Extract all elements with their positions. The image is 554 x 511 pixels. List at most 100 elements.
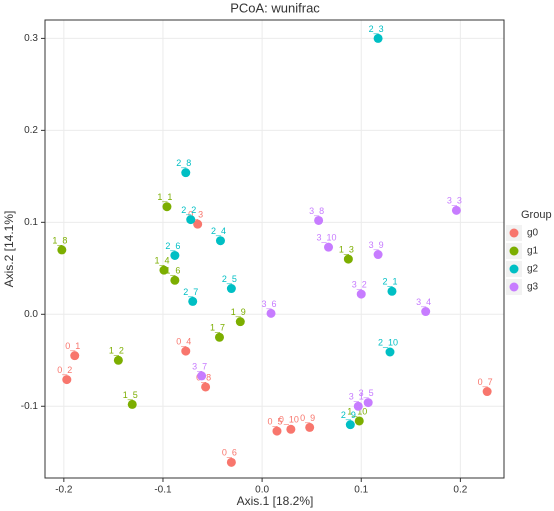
legend-label: g0 (527, 228, 539, 239)
point-label: 1_4 (154, 256, 169, 266)
point-label: 3_5 (359, 388, 374, 398)
point (186, 215, 196, 225)
x-tick-label: -0.2 (55, 485, 73, 496)
x-tick-label: 0.0 (255, 485, 269, 496)
point-label: 1_9 (231, 307, 246, 317)
point (197, 371, 207, 381)
point (226, 284, 236, 294)
point (193, 219, 203, 229)
point (385, 347, 395, 357)
point (266, 308, 276, 318)
point-label: 1_10 (347, 406, 367, 416)
point-label: 1_1 (157, 192, 172, 202)
point (305, 422, 315, 432)
point-label: 2_10 (378, 337, 398, 347)
legend-label: g1 (527, 246, 539, 257)
point (201, 382, 211, 392)
point (127, 399, 137, 409)
point (451, 205, 461, 215)
point (188, 296, 198, 306)
y-tick-label: -0.1 (21, 401, 39, 412)
point-label: 1_3 (339, 244, 354, 254)
point-label: 1_7 (210, 323, 225, 333)
point (272, 426, 282, 436)
point (353, 401, 363, 411)
point-label: 3_10 (317, 233, 337, 243)
point (387, 286, 397, 296)
point (159, 265, 169, 275)
y-tick-label: 0.3 (24, 33, 38, 44)
point-label: 1_6 (165, 266, 180, 276)
point-label: 2_7 (183, 287, 198, 297)
point-label: 2_8 (176, 158, 191, 168)
point-label: 2_9 (341, 410, 356, 420)
point (421, 307, 431, 317)
point (170, 275, 180, 285)
point (373, 250, 383, 260)
point (314, 215, 324, 225)
point (162, 202, 172, 212)
point (113, 355, 123, 365)
point-label: 3_7 (192, 361, 207, 371)
legend-marker (509, 282, 519, 292)
point (356, 289, 366, 299)
point-label: 1_2 (109, 346, 124, 356)
point-label: 2_5 (222, 274, 237, 284)
plot-border (44, 19, 505, 479)
point (170, 250, 180, 260)
x-tick-label: 0.2 (453, 485, 467, 496)
legend-marker (509, 264, 519, 274)
point-label: 0_2 (57, 365, 72, 375)
point-label: 3_9 (369, 240, 384, 250)
point (286, 424, 296, 434)
point-label: 2_2 (181, 205, 196, 215)
legend-marker (509, 246, 519, 256)
chart-title: PCoA: wunifrac (230, 0, 320, 15)
point (215, 236, 225, 246)
point-label: 2_6 (165, 241, 180, 251)
x-axis-label: Axis.1 [18.2%] (237, 494, 314, 508)
point-label: 0_1 (65, 341, 80, 351)
point (345, 420, 355, 430)
point-label: 2_4 (211, 226, 226, 236)
point (373, 33, 383, 43)
point (324, 242, 334, 252)
point-label: 1_8 (52, 235, 67, 245)
point (62, 375, 72, 385)
legend-label: g3 (527, 282, 539, 293)
point (181, 346, 191, 356)
legend-label: g2 (527, 264, 539, 275)
point (57, 245, 67, 255)
y-tick-label: 0.2 (24, 125, 38, 136)
point-label: 1_5 (123, 390, 138, 400)
point (181, 168, 191, 178)
point (354, 416, 364, 426)
x-tick-label: -0.1 (154, 485, 172, 496)
x-tick-label: 0.1 (354, 485, 368, 496)
point-label: 3_4 (416, 297, 431, 307)
legend-marker (509, 228, 519, 238)
point (70, 351, 80, 361)
y-tick-label: 0.0 (24, 309, 38, 320)
point-label: 0_10 (279, 415, 299, 425)
legend-title: Group (521, 209, 552, 221)
point (482, 387, 492, 397)
point (235, 317, 245, 327)
point-label: 0_3 (188, 210, 203, 220)
point-label: 0_7 (478, 377, 493, 387)
point-label: 0_4 (176, 336, 191, 346)
point (214, 332, 224, 342)
point-label: 3_3 (447, 196, 462, 206)
point-label: 0_5 (267, 416, 282, 426)
point (226, 457, 236, 467)
point-label: 0_6 (222, 448, 237, 458)
point-label: 3_2 (352, 279, 367, 289)
point-label: 2_3 (369, 24, 384, 34)
point (343, 254, 353, 264)
point-label: 3_6 (262, 299, 277, 309)
plot-panel (45, 20, 504, 478)
point-label: 3_8 (309, 206, 324, 216)
y-tick-label: 0.1 (24, 217, 38, 228)
point-label: 0_9 (300, 413, 315, 423)
